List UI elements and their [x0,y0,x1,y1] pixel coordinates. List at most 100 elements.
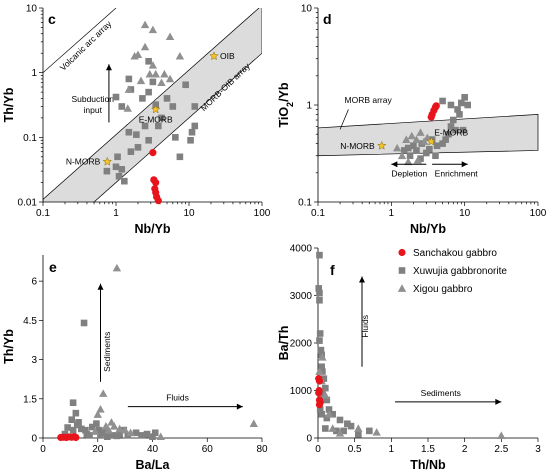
data-point [325,406,333,413]
legend-marker [398,248,406,257]
y-tick-label: 1.5 [23,394,37,405]
data-point [133,131,140,138]
subduction-arrow-head [105,64,112,71]
data-point [72,409,80,417]
sediments-arrow-head [495,398,502,405]
data-point [315,389,323,397]
data-point [156,432,165,441]
data-point [249,419,258,427]
data-point [315,367,324,375]
data-point [322,384,329,392]
legend-label: Xuwujia gabbronorite [413,266,507,277]
data-point [151,429,159,437]
data-point [86,432,93,439]
data-point [82,426,89,434]
data-point [317,346,325,354]
x-tick-label: 20 [92,444,104,455]
data-point [109,422,119,430]
x-tick-label: 10 [183,208,195,219]
data-point [145,69,154,78]
data-point [333,427,340,435]
x-tick-label: 1 [389,208,395,219]
data-point [439,140,446,147]
x-axis-label: Th/Nb [410,458,446,472]
data-point [68,416,76,423]
data-point [175,51,185,60]
annotation-sediments: Sediments [102,332,112,372]
y-tick-label: 0 [31,434,37,445]
data-point [145,136,152,144]
data-point [433,142,441,150]
data-point [329,410,336,418]
data-point [69,426,77,434]
data-point [182,81,189,89]
data-point [458,99,465,107]
data-point [118,166,126,173]
data-point [132,429,140,437]
x-axis-label: Nb/Yb [410,222,446,236]
y-tick-label: 10 [26,4,38,15]
data-point [397,151,407,160]
data-point [406,152,414,160]
reference-star [102,156,113,166]
data-point [165,32,175,41]
data-point [423,149,430,157]
y-tick-label: 0.1 [23,133,37,144]
data-point [316,289,323,297]
data-point [125,75,133,83]
data-point [447,101,455,109]
data-point [141,122,149,130]
data-point [191,103,199,110]
legend: Sanchakou gabbro Xuwujia gabbronorite Xigo… [397,248,507,295]
data-point [366,427,373,435]
data-point [143,430,151,438]
y-axis-label: Th/Yb [2,87,16,122]
annotation-oib: OIB [220,51,235,61]
reference-star [151,104,161,114]
data-point [126,428,135,437]
data-point [321,391,330,399]
data-point [316,296,323,304]
data-point [318,363,325,371]
x-tick-label: 100 [530,208,547,219]
data-point [155,122,162,130]
data-point [413,147,420,154]
x-tick-label: 10 [459,208,471,219]
data-point [412,135,421,143]
x-axis-label: Nb/Yb [134,222,170,236]
data-point [115,172,123,180]
annotation-morb-array: MORB array [345,95,393,105]
annotation-fluids: Fluids [166,393,189,403]
data-point [145,88,152,96]
panel-letter-f: f [330,262,335,278]
x-tick-label: 0 [40,444,46,455]
y-tick-label: 0 [306,434,312,445]
data-point [125,128,133,136]
data-point [124,85,134,93]
y-axis-label: TiO2/Yb [277,82,295,127]
data-point [64,424,71,431]
y-tick-label: 10 [301,4,313,15]
data-point [165,74,175,83]
data-point [172,134,179,141]
data-point [315,285,323,292]
data-point [416,128,425,136]
x-axis-label: Ba/La [135,458,170,472]
data-point [134,144,142,151]
data-point [413,155,423,164]
y-tick-label: 2000 [290,339,313,350]
data-point [315,377,324,385]
data-point [149,149,157,157]
panel-e: 0 20 40 60 80 0 1.5 3 4.5 6 Ba/La Th/Yb e Sediments Fl… [2,255,268,472]
x-tick-label: 0.1 [311,208,325,219]
data-point [99,429,107,437]
annotation-n-morb: N-MORB [340,141,375,151]
y-axis-label: Th/Yb [2,329,16,364]
data-point [404,144,412,152]
data-point [336,416,344,424]
x-tick-label: 0.1 [36,208,50,219]
plot-area-c [43,8,262,202]
data-point [323,396,331,404]
y-tick-label: 4.5 [23,316,37,327]
